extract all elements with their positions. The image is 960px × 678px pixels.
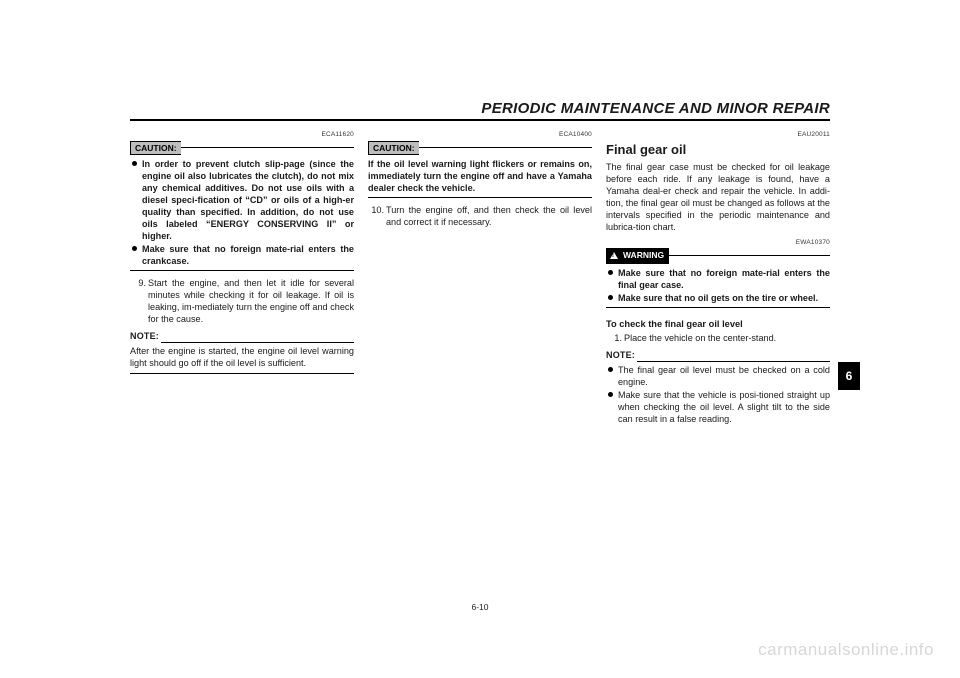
caution-chip: CAUTION:: [130, 141, 181, 155]
content-columns: ECA11620 CAUTION: In order to prevent cl…: [130, 131, 830, 426]
rule: [130, 373, 354, 374]
caution-bullets: In order to prevent clutch slip-page (si…: [130, 158, 354, 267]
column-2: ECA10400 CAUTION: If the oil level warni…: [368, 131, 592, 426]
section-heading: Final gear oil: [606, 141, 830, 158]
subheading: To check the final gear oil level: [606, 318, 830, 330]
warning-rule: [669, 255, 830, 256]
bullet-text: Make sure that no oil gets on the tire o…: [618, 293, 818, 303]
ref-code: ECA11620: [130, 131, 354, 140]
step-text: Turn the engine off, and then check the …: [386, 205, 592, 227]
page-title: PERIODIC MAINTENANCE AND MINOR REPAIR: [130, 100, 830, 120]
list-item: Make sure that no oil gets on the tire o…: [606, 292, 830, 304]
caution-rule: [181, 147, 354, 148]
column-3: EAU20011 Final gear oil The final gear c…: [606, 131, 830, 426]
step-list: 10. Turn the engine off, and then check …: [368, 204, 592, 228]
list-item: Make sure that the vehicle is posi-tione…: [606, 389, 830, 425]
caution-heading: CAUTION:: [368, 141, 592, 155]
note-heading: NOTE:: [130, 331, 354, 343]
step-number: 9.: [130, 277, 146, 289]
caution-text: If the oil level warning light flickers …: [368, 158, 592, 194]
warning-heading: WARNING: [606, 248, 830, 263]
note-bullets: The final gear oil level must be checked…: [606, 364, 830, 425]
list-item: Make sure that no foreign mate-rial ente…: [130, 243, 354, 267]
note-label: NOTE:: [130, 331, 159, 343]
intro-text: The final gear case must be checked for …: [606, 161, 830, 233]
note-label: NOTE:: [606, 350, 635, 362]
step-text: Place the vehicle on the center-stand.: [624, 333, 776, 343]
ref-code: EWA10370: [606, 239, 830, 248]
ref-code: EAU20011: [606, 131, 830, 140]
note-rule: [161, 342, 354, 343]
bullet-text: Make sure that no foreign mate-rial ente…: [142, 244, 354, 266]
bullet-text: The final gear oil level must be checked…: [618, 365, 830, 387]
watermark: carmanualsonline.info: [758, 640, 934, 660]
list-item: 10. Turn the engine off, and then check …: [368, 204, 592, 228]
warning-bullets: Make sure that no foreign mate-rial ente…: [606, 267, 830, 304]
title-underline: [130, 120, 830, 121]
list-item: 1. Place the vehicle on the center-stand…: [606, 332, 830, 344]
ref-code: ECA10400: [368, 131, 592, 140]
list-item: 9. Start the engine, and then let it idl…: [130, 277, 354, 325]
note-heading: NOTE:: [606, 350, 830, 362]
page-body: PERIODIC MAINTENANCE AND MINOR REPAIR EC…: [130, 100, 830, 620]
rule: [368, 197, 592, 198]
bullet-text: Make sure that the vehicle is posi-tione…: [618, 390, 830, 424]
step-list: 1. Place the vehicle on the center-stand…: [606, 332, 830, 344]
warning-triangle-icon: [610, 252, 618, 259]
caution-chip: CAUTION:: [368, 141, 419, 155]
bullet-text: Make sure that no foreign mate-rial ente…: [618, 268, 830, 290]
column-1: ECA11620 CAUTION: In order to prevent cl…: [130, 131, 354, 426]
note-rule: [637, 361, 830, 362]
step-number: 10.: [368, 204, 384, 216]
note-text: After the engine is started, the engine …: [130, 345, 354, 369]
list-item: Make sure that no foreign mate-rial ente…: [606, 267, 830, 291]
rule: [130, 270, 354, 271]
chapter-tab: 6: [838, 362, 860, 390]
list-item: In order to prevent clutch slip-page (si…: [130, 158, 354, 242]
step-number: 1.: [606, 332, 622, 344]
page-number: 6-10: [0, 602, 960, 612]
list-item: The final gear oil level must be checked…: [606, 364, 830, 388]
caution-rule: [419, 147, 592, 148]
step-list: 9. Start the engine, and then let it idl…: [130, 277, 354, 325]
warning-chip: WARNING: [606, 248, 669, 263]
bullet-text: In order to prevent clutch slip-page (si…: [142, 159, 354, 241]
caution-heading: CAUTION:: [130, 141, 354, 155]
rule: [606, 307, 830, 308]
step-text: Start the engine, and then let it idle f…: [148, 278, 354, 324]
warning-label: WARNING: [623, 250, 664, 261]
